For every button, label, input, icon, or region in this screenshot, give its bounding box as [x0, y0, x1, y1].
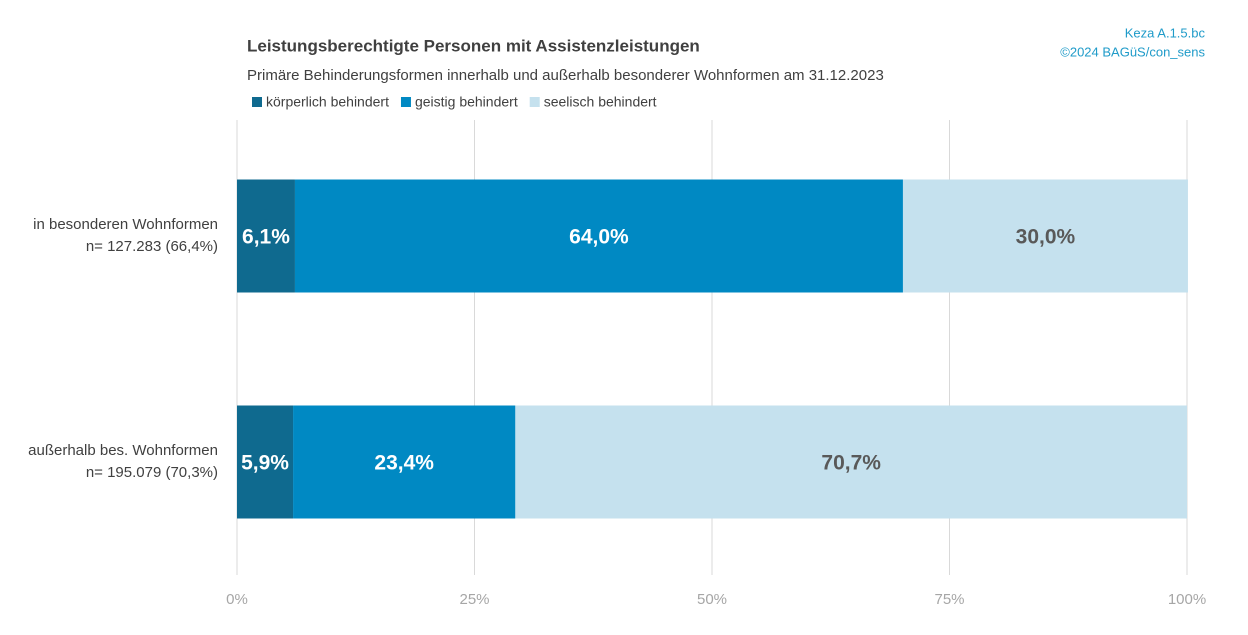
- x-tick-label: 100%: [1168, 591, 1206, 608]
- x-tick-label: 0%: [226, 591, 248, 608]
- chart-subtitle: Primäre Behinderungsformen innerhalb und…: [247, 67, 884, 84]
- source: ©2024 BAGüS/con_sens: [1060, 44, 1205, 59]
- bar-segment: [294, 179, 903, 293]
- value-label: 70,7%: [821, 452, 881, 475]
- bar-segment: [237, 179, 295, 293]
- value-label: 30,0%: [1016, 226, 1076, 249]
- y-tick-label: in besonderen Wohnformen: [33, 216, 218, 233]
- bar-segment: [237, 405, 294, 519]
- value-label: 23,4%: [374, 452, 434, 475]
- y-tick-label: n= 127.283 (66,4%): [86, 238, 218, 255]
- x-tick-label: 25%: [459, 591, 489, 608]
- legend-swatch: [529, 97, 540, 107]
- chart-title: Leistungsberechtigte Personen mit Assist…: [247, 36, 700, 55]
- source: Keza A.1.5.bc: [1125, 25, 1206, 40]
- legend-swatch: [252, 97, 262, 107]
- y-tick-label: außerhalb bes. Wohnformen: [28, 442, 218, 459]
- y-tick-label: n= 195.079 (70,3%): [86, 464, 218, 481]
- legend-label: geistig behindert: [415, 94, 518, 110]
- value-label: 6,1%: [242, 226, 290, 249]
- legend-label: seelisch behindert: [544, 94, 657, 110]
- value-label: 64,0%: [569, 226, 629, 249]
- x-tick-label: 75%: [934, 591, 964, 608]
- bar-segment: [902, 179, 1188, 293]
- legend-swatch: [400, 97, 411, 107]
- bar-segment: [293, 405, 516, 519]
- bar-segment: [515, 405, 1187, 519]
- value-label: 5,9%: [241, 452, 289, 475]
- legend-label: körperlich behindert: [266, 94, 389, 110]
- x-tick-label: 50%: [697, 591, 727, 608]
